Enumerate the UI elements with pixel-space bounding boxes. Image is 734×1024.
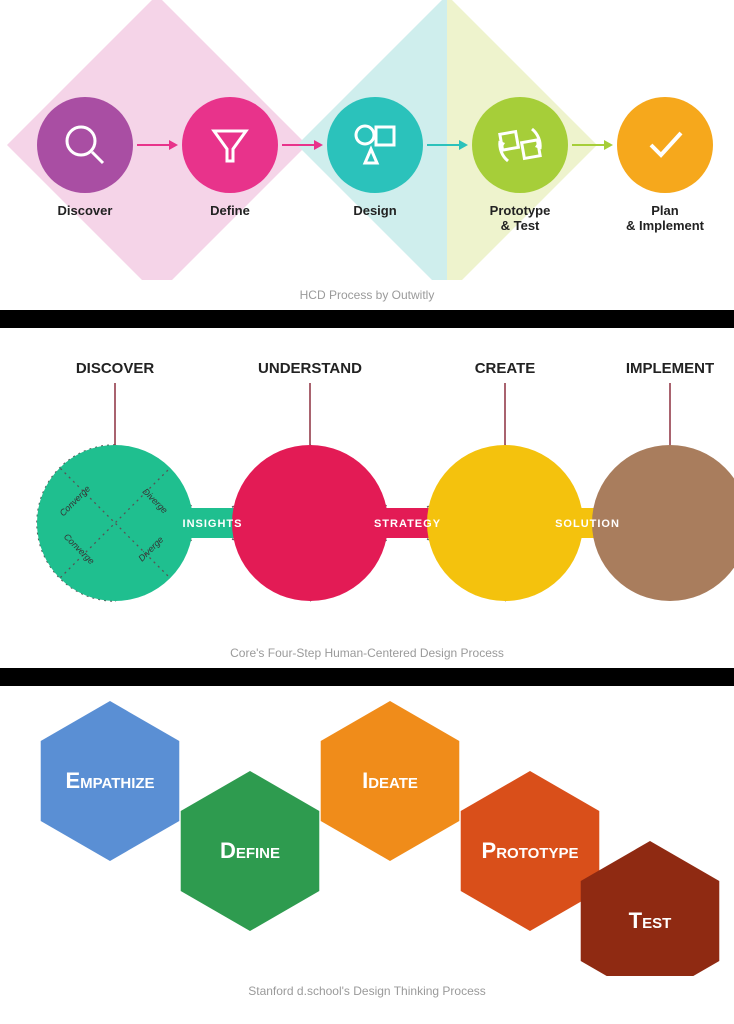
phase-header-discover: DISCOVER bbox=[76, 360, 155, 377]
hex-define: DEFINE bbox=[181, 771, 320, 931]
step-label: Plan bbox=[651, 203, 679, 218]
step-label: Prototype bbox=[490, 203, 551, 218]
phase-header-understand: UNDERSTAND bbox=[258, 360, 362, 377]
step-label: Design bbox=[353, 203, 396, 218]
hex-test: TEST bbox=[581, 841, 720, 976]
caption-3: Stanford d.school's Design Thinking Proc… bbox=[0, 976, 734, 1006]
connector-label-solution: SOLUTION bbox=[555, 518, 620, 530]
hcd-process-outwitly: Discover Define Design Prototype& Test Plan&… bbox=[0, 0, 734, 280]
phase-header-implement: IMPLEMENT bbox=[626, 360, 714, 377]
svg-text:& Test: & Test bbox=[501, 218, 540, 233]
step-plan-implement: Plan& Implement bbox=[617, 97, 713, 233]
step-label: Discover bbox=[58, 203, 113, 218]
hex-empathize: EMPATHIZE bbox=[41, 701, 180, 861]
divider-1 bbox=[0, 310, 734, 328]
hex-prototype: PROTOTYPE bbox=[461, 771, 600, 931]
connector-label-insights: INSIGHTS bbox=[183, 518, 243, 530]
stanford-dschool-process: EMPATHIZEDEFINEIDEATEPROTOTYPETEST bbox=[0, 686, 734, 976]
connector-label-strategy: STRATEGY bbox=[374, 518, 441, 530]
core-four-step-process: ConvergeDivergeConvergeDivergeINSIGHTSST… bbox=[0, 328, 734, 638]
step-label: Define bbox=[210, 203, 250, 218]
phase-header-create: CREATE bbox=[475, 360, 536, 377]
hex-ideate: IDEATE bbox=[321, 701, 460, 861]
phase-circle-understand bbox=[232, 445, 388, 601]
divider-2 bbox=[0, 668, 734, 686]
caption-2: Core's Four-Step Human-Centered Design P… bbox=[0, 638, 734, 668]
caption-1: HCD Process by Outwitly bbox=[0, 280, 734, 310]
svg-text:& Implement: & Implement bbox=[626, 218, 705, 233]
